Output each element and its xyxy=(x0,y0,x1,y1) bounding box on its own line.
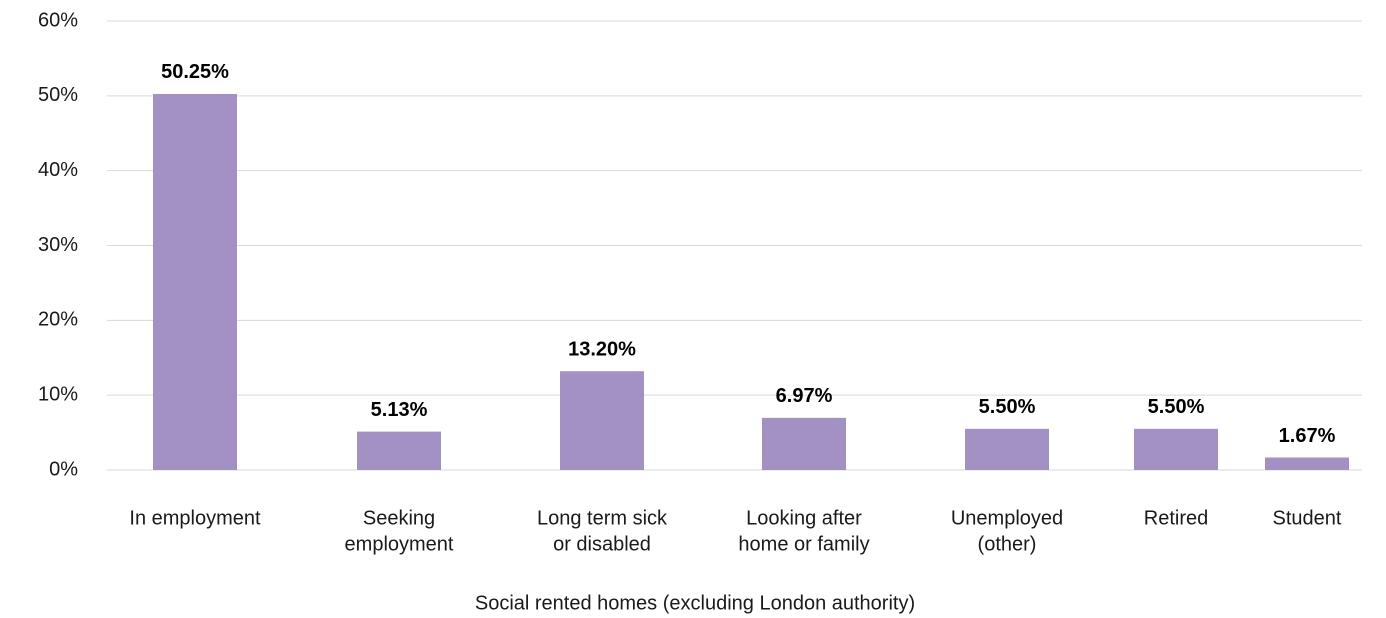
x-tick-label: (other) xyxy=(978,533,1037,555)
x-tick-label: or disabled xyxy=(553,533,651,555)
value-label: 50.25% xyxy=(161,61,229,83)
y-tick-label: 60% xyxy=(38,9,78,31)
value-label: 13.20% xyxy=(568,339,636,361)
x-axis-title: Social rented homes (excluding London au… xyxy=(475,592,915,614)
y-tick-label: 30% xyxy=(38,234,78,256)
bar xyxy=(153,93,237,471)
bar xyxy=(1134,428,1218,470)
value-label: 5.50% xyxy=(979,396,1036,418)
y-tick-label: 20% xyxy=(38,309,78,331)
y-tick-label: 0% xyxy=(49,458,78,480)
bar xyxy=(357,431,441,470)
x-tick-label: Retired xyxy=(1144,507,1208,529)
x-tick-label: Student xyxy=(1273,507,1342,529)
bar xyxy=(762,417,846,470)
bar xyxy=(560,371,644,470)
bar xyxy=(1265,457,1349,470)
x-tick-label: Unemployed xyxy=(951,507,1063,529)
x-tick-label: Looking after xyxy=(746,507,862,529)
y-tick-label: 50% xyxy=(38,84,78,106)
y-tick-label: 10% xyxy=(38,383,78,405)
x-tick-label: employment xyxy=(345,533,454,555)
x-tick-label: Long term sick xyxy=(537,507,668,529)
x-tick-label: home or family xyxy=(738,533,869,555)
value-label: 1.67% xyxy=(1279,425,1336,447)
bar xyxy=(965,428,1049,470)
value-label: 5.13% xyxy=(371,399,428,421)
value-label: 5.50% xyxy=(1148,396,1205,418)
x-tick-label: Seeking xyxy=(363,507,435,529)
y-tick-label: 40% xyxy=(38,159,78,181)
x-tick-label: In employment xyxy=(129,507,261,529)
value-label: 6.97% xyxy=(776,385,833,407)
